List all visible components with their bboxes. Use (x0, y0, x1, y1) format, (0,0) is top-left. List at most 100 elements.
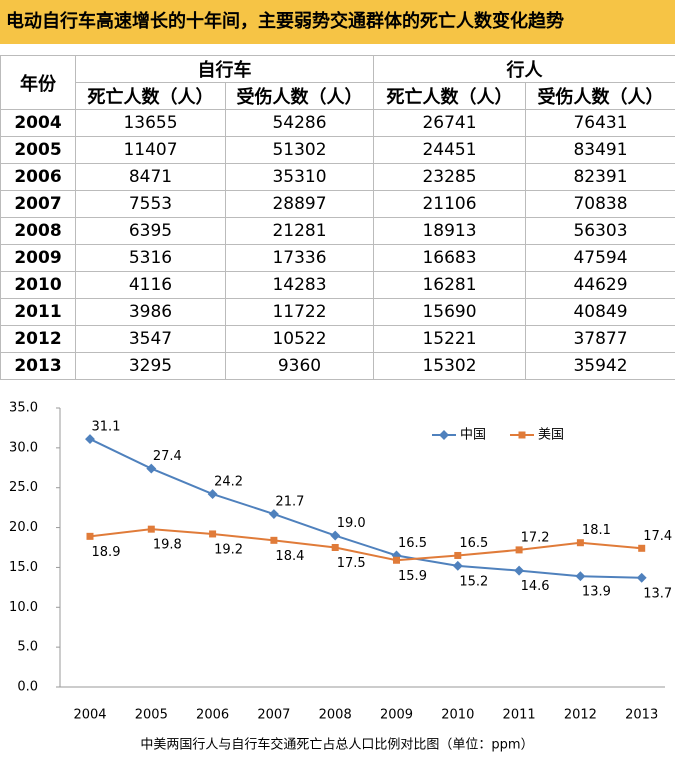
table-cell: 15221 (373, 325, 526, 353)
table-row: 2006 8471 35310 23285 82391 (0, 163, 675, 191)
table-cell: 4116 (75, 271, 226, 299)
table-cell: 76431 (525, 109, 675, 137)
y-tick-label: 25.0 (9, 480, 38, 495)
table-cell: 5316 (75, 244, 226, 272)
data-label: 27.4 (153, 449, 182, 464)
x-tick-label: 2007 (257, 708, 290, 723)
marker (515, 546, 523, 554)
data-label: 17.2 (521, 530, 550, 545)
data-label: 14.6 (521, 579, 550, 594)
data-label: 15.2 (459, 574, 488, 589)
marker (209, 530, 217, 538)
table-cell: 44629 (525, 271, 675, 299)
table-cell: 16683 (373, 244, 526, 272)
table-row: 2013 3295 9360 15302 35942 (0, 352, 675, 380)
x-tick-label: 2011 (503, 708, 536, 723)
table-cell: 7553 (75, 190, 226, 218)
data-label: 24.2 (214, 475, 243, 490)
legend-label: 美国 (538, 428, 564, 443)
table-cell: 24451 (373, 136, 526, 164)
table-cell: 3295 (75, 352, 226, 380)
table-cell: 40849 (525, 298, 675, 326)
table-row: 2008 6395 21281 18913 56303 (0, 217, 675, 245)
title: 电动自行车高速增长的十年间，主要弱势交通群体的死亡人数变化趋势 (0, 0, 675, 44)
chart: 0.0 5.0 10.0 15.0 20.0 25.0 30.0 35.0 2004 2005 20… (9, 401, 672, 753)
x-tick-label: 2008 (319, 708, 352, 723)
table-cell: 83491 (525, 136, 675, 164)
table-cell: 35310 (225, 163, 374, 191)
marker (518, 431, 526, 439)
table-cell: 3986 (75, 298, 226, 326)
marker (330, 530, 341, 541)
table-cell: 47594 (525, 244, 675, 272)
subcolumn-header: 死亡人数（人） (75, 82, 226, 110)
table-row: 2009 5316 17336 16683 47594 (0, 244, 675, 272)
table-cell: 13655 (75, 109, 226, 137)
table-row: 2012 3547 10522 15221 37877 (0, 325, 675, 353)
table-cell: 35942 (525, 352, 675, 380)
column-header: 年份 (0, 55, 76, 110)
y-tick-label: 35.0 (9, 401, 38, 416)
marker (393, 556, 400, 564)
marker (452, 560, 463, 571)
data-label: 17.4 (643, 529, 672, 544)
table-cell: 28897 (225, 190, 374, 218)
x-tick-label: 2005 (135, 708, 168, 723)
data-label: 13.9 (582, 585, 611, 600)
data-label: 17.5 (337, 556, 366, 571)
data-label: 21.7 (275, 495, 304, 510)
table-cell: 9360 (225, 352, 374, 380)
marker (86, 532, 94, 540)
x-tick-label: 2009 (380, 708, 413, 723)
legend-label: 中国 (460, 428, 486, 443)
data-label: 18.1 (582, 523, 611, 538)
y-tick-label: 5.0 (17, 640, 38, 655)
series-line (89, 438, 642, 579)
y-tick-label: 20.0 (9, 520, 38, 535)
data-label: 19.8 (153, 538, 182, 553)
table-row: 2005 11407 51302 24451 83491 (0, 136, 675, 164)
year-cell: 2005 (0, 136, 76, 164)
marker (270, 536, 278, 544)
year-cell: 2012 (0, 325, 76, 353)
table-cell: 16281 (373, 271, 526, 299)
table-cell: 11407 (75, 136, 226, 164)
year-cell: 2011 (0, 298, 76, 326)
table-cell: 54286 (225, 109, 374, 137)
marker (636, 572, 647, 583)
year-cell: 2013 (0, 352, 76, 380)
column-header: 自行车 (75, 55, 374, 83)
table-cell: 17336 (225, 244, 374, 272)
table-cell: 10522 (225, 325, 374, 353)
marker (575, 571, 586, 582)
table-cell: 21281 (225, 217, 374, 245)
year-cell: 2008 (0, 217, 76, 245)
table-cell: 56303 (525, 217, 675, 245)
x-tick-label: 2010 (441, 708, 474, 723)
table-cell: 51302 (225, 136, 374, 164)
table-cell: 26741 (373, 109, 526, 137)
x-tick-label: 2006 (196, 708, 229, 723)
table-cell: 18913 (373, 217, 526, 245)
table-cell: 37877 (525, 325, 675, 353)
data-label: 31.1 (92, 420, 121, 435)
x-axis-label: 中美两国行人与自行车交通死亡占总人口比例对比图（单位：ppm） (140, 737, 533, 753)
data-table: 年份 自行车 行人 死亡人数（人） 受伤人数（人） 死亡人数（人） 受伤人数（人） 2004 1… (0, 55, 675, 380)
marker (331, 544, 339, 551)
data-label: 16.5 (398, 536, 427, 551)
table-cell: 21106 (373, 190, 526, 218)
data-label: 16.5 (459, 536, 488, 551)
subcolumn-header: 受伤人数（人） (525, 82, 675, 110)
marker (576, 539, 584, 547)
year-cell: 2007 (0, 190, 76, 218)
table-cell: 23285 (373, 163, 526, 191)
data-label: 18.9 (92, 545, 121, 560)
year-cell: 2004 (0, 109, 76, 137)
table-row: 死亡人数（人） 受伤人数（人） 死亡人数（人） 受伤人数（人） (1, 82, 675, 110)
x-tick-label: 2013 (625, 708, 658, 723)
table-row: 2007 7553 28897 21106 70838 (0, 190, 675, 218)
table-cell: 15690 (373, 298, 526, 326)
y-tick-label: 0.0 (17, 680, 38, 695)
y-tick-label: 10.0 (9, 600, 38, 615)
